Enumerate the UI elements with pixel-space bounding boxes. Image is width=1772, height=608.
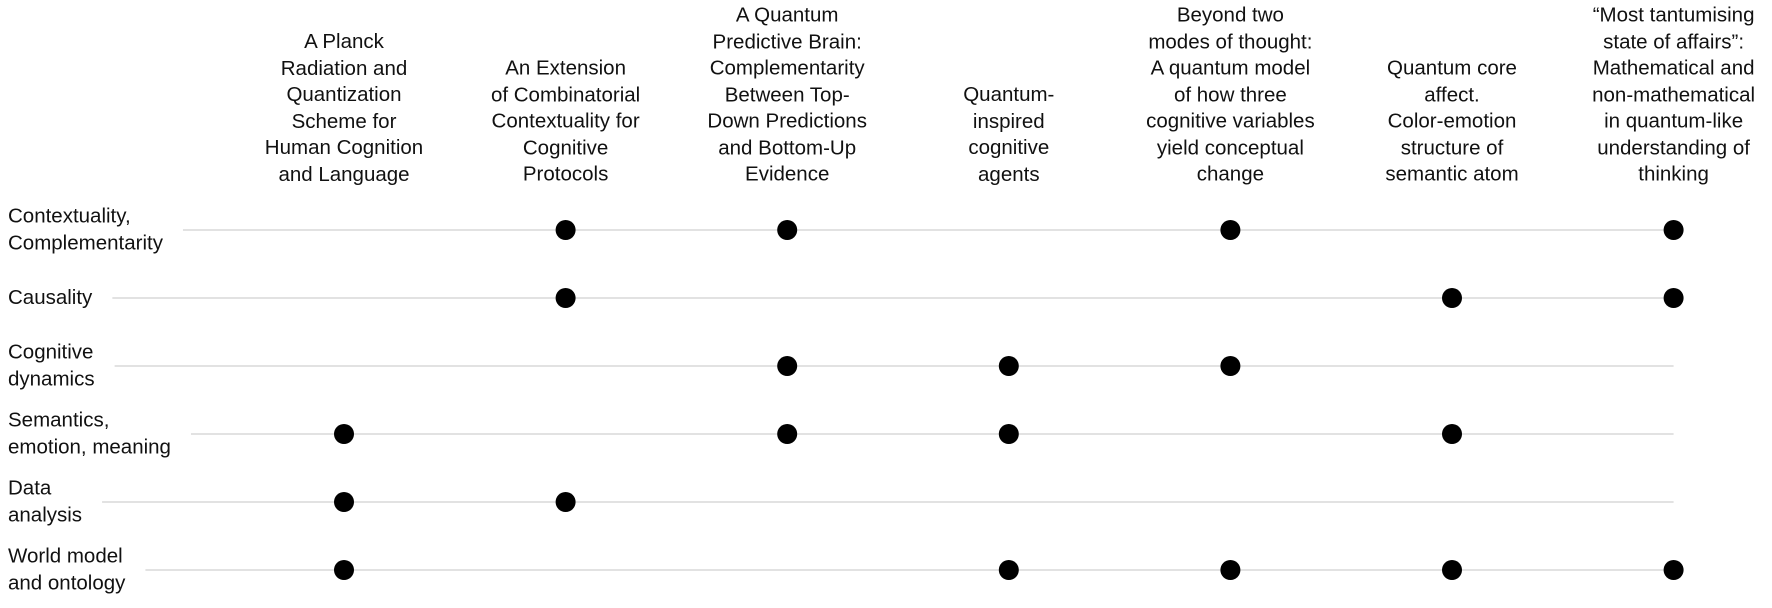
dot bbox=[1442, 424, 1462, 444]
dot bbox=[1663, 288, 1684, 308]
row-label: Causality bbox=[8, 285, 93, 309]
column-header: Quantum core affect. Color-emotion struc… bbox=[1385, 56, 1519, 186]
column-header: A Planck Radiation and Quantization Sche… bbox=[264, 30, 424, 186]
dot bbox=[998, 424, 1019, 444]
dot bbox=[1442, 560, 1462, 580]
column-header: An Extension of Combinatorial Contextual… bbox=[490, 56, 641, 186]
dot bbox=[777, 356, 798, 376]
dot bbox=[555, 492, 576, 512]
dot bbox=[334, 560, 354, 580]
dot bbox=[555, 220, 576, 240]
dot bbox=[1220, 220, 1241, 240]
dot bbox=[334, 424, 354, 444]
row-label: World model and ontology bbox=[8, 544, 126, 595]
column-header: Beyond two modes of thought: A quantum m… bbox=[1146, 3, 1315, 186]
column-header: Quantum- inspired cognitive agents bbox=[963, 83, 1055, 186]
dot bbox=[334, 492, 354, 512]
dot bbox=[1663, 220, 1684, 240]
dot bbox=[777, 424, 798, 444]
column-header: A Quantum Predictive Brain: Complementar… bbox=[707, 3, 867, 186]
dot bbox=[555, 288, 576, 308]
row-label: Contextuality, Complementarity bbox=[8, 204, 163, 255]
dot bbox=[998, 356, 1019, 376]
dot bbox=[998, 560, 1019, 580]
dot bbox=[1220, 356, 1241, 376]
row-label: Data analysis bbox=[8, 476, 83, 527]
dot bbox=[1442, 288, 1462, 308]
dot bbox=[777, 220, 798, 240]
dot bbox=[1220, 560, 1241, 580]
row-label: Cognitive dynamics bbox=[8, 340, 95, 391]
column-header: “Most tantumising state of affairs”: Mat… bbox=[1592, 3, 1756, 186]
dot bbox=[1663, 560, 1684, 580]
row-label: Semantics, emotion, meaning bbox=[8, 408, 171, 459]
